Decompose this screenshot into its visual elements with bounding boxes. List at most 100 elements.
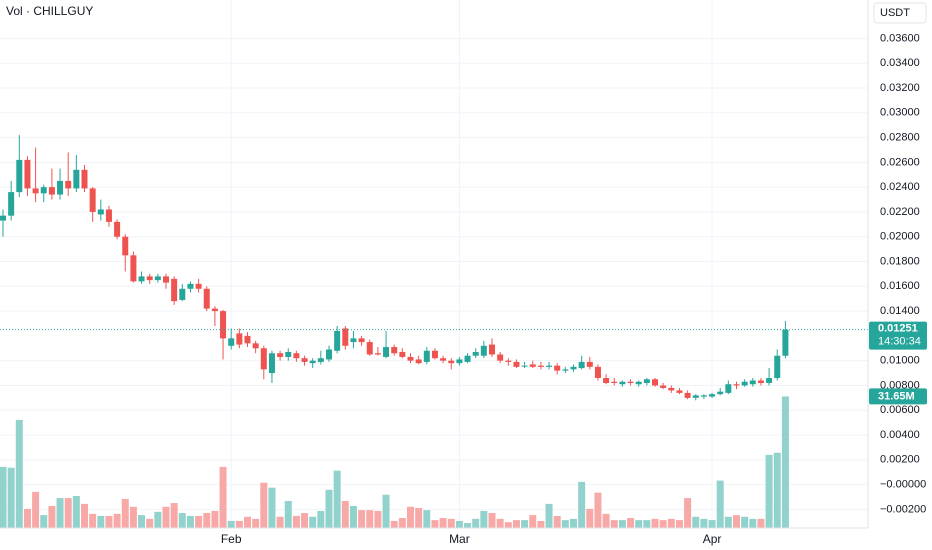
volume-bar <box>235 520 243 528</box>
candle-body <box>554 365 561 371</box>
volume-bar <box>121 498 129 528</box>
candle-body <box>260 348 267 370</box>
volume-bar <box>162 506 170 528</box>
volume-bar <box>545 503 553 528</box>
volume-bar <box>358 510 366 528</box>
volume-bar <box>374 510 382 528</box>
volume-bar <box>390 520 398 528</box>
y-tick-label: 0.00200 <box>880 454 920 466</box>
volume-bar <box>765 454 773 528</box>
volume-bar <box>268 487 276 528</box>
candle-body <box>619 381 626 385</box>
y-tick-label: 0.03600 <box>880 32 920 44</box>
candle-body <box>643 379 650 383</box>
volume-bar <box>72 495 80 528</box>
currency[interactable]: USDT <box>880 7 910 19</box>
candle-body <box>301 358 308 362</box>
candle-body <box>73 169 80 189</box>
volume-bar <box>203 513 211 528</box>
volume-bar <box>610 520 618 528</box>
candle-body <box>97 209 104 215</box>
volume-bar <box>341 500 349 528</box>
volume-bar <box>618 520 626 528</box>
candle-body <box>749 380 756 385</box>
volume-bar <box>659 520 667 528</box>
volume-bar <box>7 467 15 528</box>
volume-bar <box>570 518 577 528</box>
volume-bar <box>415 508 423 528</box>
candle-body <box>244 335 251 344</box>
candle-body <box>285 352 292 357</box>
volume-bar <box>529 515 537 528</box>
candle-body <box>358 338 365 343</box>
candle-body <box>423 350 430 362</box>
x-tick-label: Mar <box>449 532 470 546</box>
volume-bar <box>146 518 154 528</box>
candle-body <box>317 358 324 362</box>
candle-body <box>391 347 398 354</box>
volume-bar <box>56 498 64 528</box>
candle-body <box>32 188 39 194</box>
candle-body <box>366 342 373 355</box>
volume-bar <box>602 513 610 528</box>
currency-button[interactable] <box>873 2 927 24</box>
volume-bar <box>455 520 463 528</box>
candle-body <box>537 365 544 367</box>
volume-bar <box>382 494 390 528</box>
candle-body <box>407 356 414 361</box>
volume-bar <box>398 518 406 528</box>
volume-bar <box>627 518 635 528</box>
candle-body <box>383 347 390 357</box>
volume-bar <box>211 510 219 528</box>
candle-body <box>105 209 112 222</box>
volume-bar <box>521 520 529 528</box>
candle-body <box>635 381 642 385</box>
y-tick-label: 0.02800 <box>880 131 920 143</box>
candle-body <box>293 353 300 359</box>
volume-bar <box>692 516 700 528</box>
candle-body <box>334 330 341 351</box>
volume-bar <box>684 498 692 528</box>
y-tick-label: 0.01800 <box>880 255 920 267</box>
volume-bar <box>675 520 683 528</box>
volume-bar <box>716 480 724 528</box>
volume-label: 31.65M <box>878 390 915 402</box>
y-tick-label: 0.03400 <box>880 57 920 69</box>
y-tick-label: 0.02000 <box>880 231 920 243</box>
candle-body <box>342 328 349 346</box>
candle-body <box>733 384 740 386</box>
volume-bar <box>553 515 561 528</box>
y-tick-label: 0.02200 <box>880 206 920 218</box>
volume-bar <box>89 513 97 528</box>
y-tick-label: 0.01000 <box>880 355 920 367</box>
candle-body <box>138 276 145 282</box>
volume-bar <box>464 523 472 528</box>
y-tick-label: 0.01400 <box>880 305 920 317</box>
y-tick-label: 0.02600 <box>880 156 920 168</box>
volume-bar <box>773 452 781 528</box>
candle-body <box>766 378 773 383</box>
volume-bar <box>252 518 260 528</box>
candle-body <box>684 392 691 398</box>
candle-body <box>309 360 316 364</box>
volume-bar <box>708 520 716 528</box>
volume-bar <box>757 518 765 528</box>
x-tick-label: Apr <box>703 532 722 546</box>
y-tick-label: 0.02400 <box>880 181 920 193</box>
candle-body <box>89 188 96 212</box>
volume-bar <box>154 511 162 528</box>
candle-body <box>774 355 781 379</box>
volume-bar <box>129 506 137 528</box>
y-tick-label: 0.01600 <box>880 280 920 292</box>
candle-body <box>0 215 6 221</box>
candle-body <box>415 359 422 364</box>
volume-bar <box>23 508 31 528</box>
y-tick-label: 0.00600 <box>880 404 920 416</box>
volume-bar <box>578 481 586 528</box>
candle-body <box>529 364 536 367</box>
candle-body <box>350 338 357 343</box>
volume-bar <box>276 516 284 528</box>
volume-bar <box>537 520 545 528</box>
candle-body <box>171 278 178 302</box>
candle-body <box>456 359 463 364</box>
